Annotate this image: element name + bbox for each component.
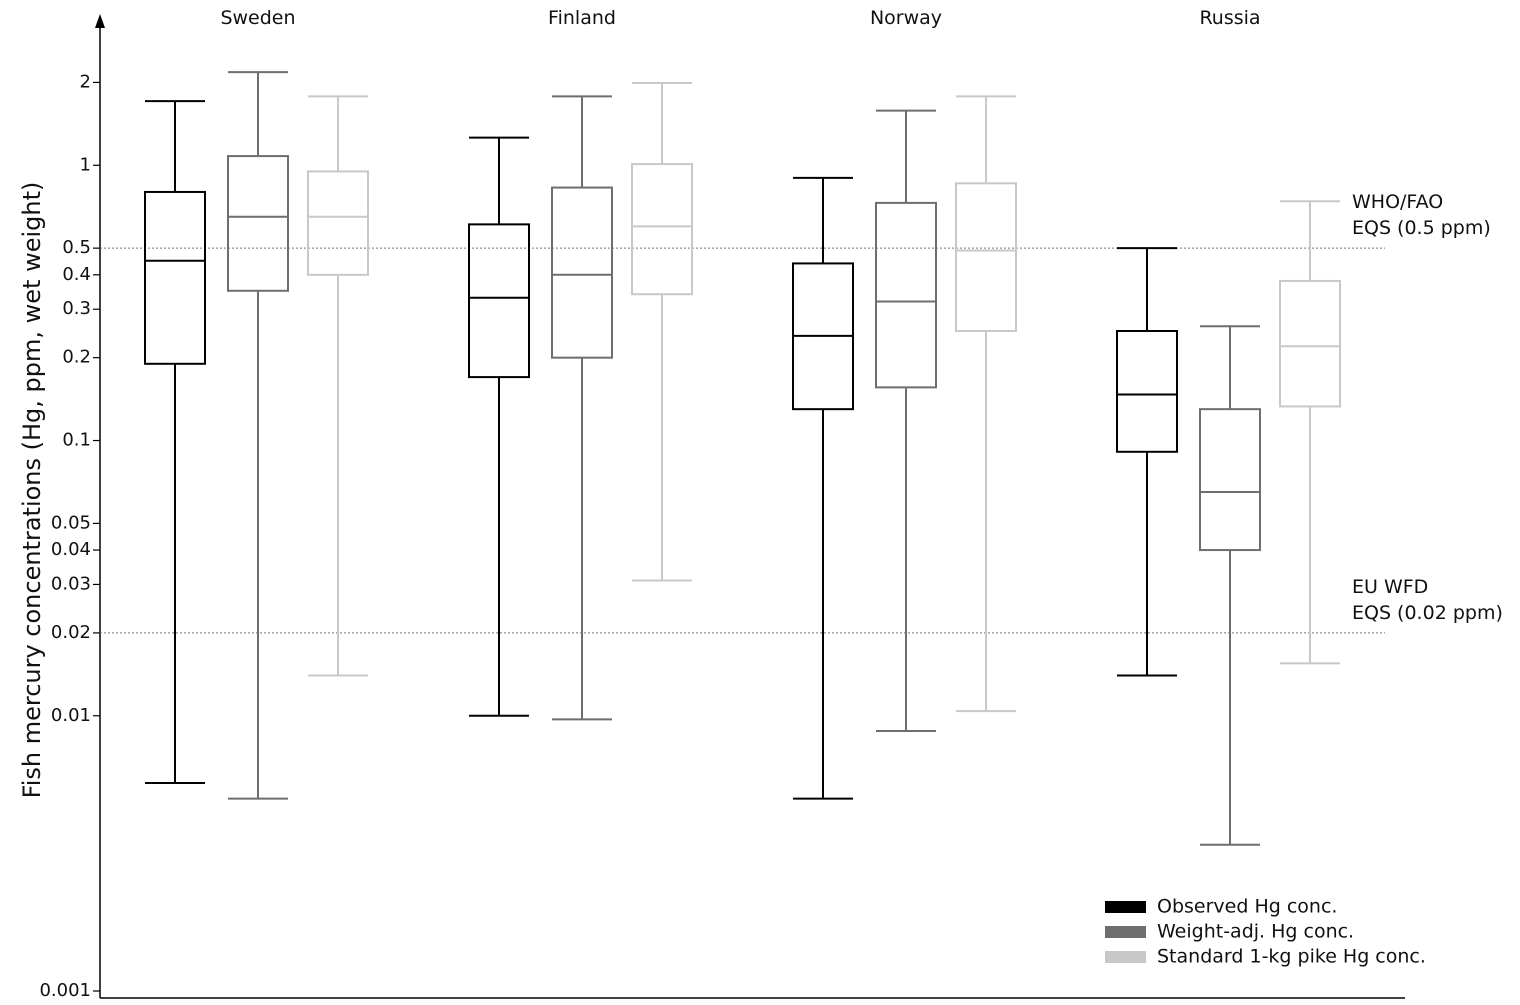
category-label: Sweden	[220, 7, 295, 29]
y-axis-label: Fish mercury concentrations (Hg, ppm, we…	[18, 182, 46, 799]
y-tick-label: 0.04	[51, 539, 91, 560]
category-label: Russia	[1199, 7, 1260, 29]
y-tick-label: 0.001	[39, 980, 91, 1001]
y-tick-label: 1	[80, 154, 91, 175]
box	[1199, 408, 1261, 552]
legend-swatch	[1105, 901, 1146, 913]
legend-swatch	[1105, 926, 1146, 938]
y-tick-label: 0.3	[62, 298, 91, 319]
y-tick-label: 0.2	[62, 347, 91, 368]
box	[307, 170, 369, 276]
box	[1279, 279, 1341, 408]
y-tick-label: 2	[80, 71, 91, 92]
y-axis-arrow	[95, 14, 105, 28]
y-tick-label: 0.02	[51, 622, 91, 643]
legend-label: Observed Hg conc.	[1157, 896, 1337, 918]
box	[955, 182, 1017, 332]
reference-label: WHO/FAO	[1352, 191, 1443, 213]
y-tick-label: 0.01	[51, 705, 91, 726]
box	[631, 163, 693, 296]
box	[551, 186, 613, 359]
y-tick-label: 0.1	[62, 430, 91, 451]
category-label: Norway	[870, 7, 942, 29]
legend-label: Weight-adj. Hg conc.	[1157, 921, 1354, 943]
reference-label: EQS (0.5 ppm)	[1352, 217, 1491, 239]
reference-label: EU WFD	[1352, 576, 1428, 598]
box	[875, 201, 937, 389]
y-tick-label: 0.5	[62, 237, 91, 258]
box	[468, 223, 530, 379]
box	[144, 190, 206, 365]
legend-swatch	[1105, 951, 1146, 963]
category-label: Finland	[548, 7, 616, 29]
box	[1116, 329, 1178, 453]
legend-label: Standard 1-kg pike Hg conc.	[1157, 946, 1426, 968]
y-tick-label: 0.4	[62, 264, 91, 285]
reference-label: EQS (0.02 ppm)	[1352, 602, 1503, 624]
y-tick-label: 0.03	[51, 573, 91, 594]
box	[227, 155, 289, 292]
y-tick-label: 0.05	[51, 512, 91, 533]
